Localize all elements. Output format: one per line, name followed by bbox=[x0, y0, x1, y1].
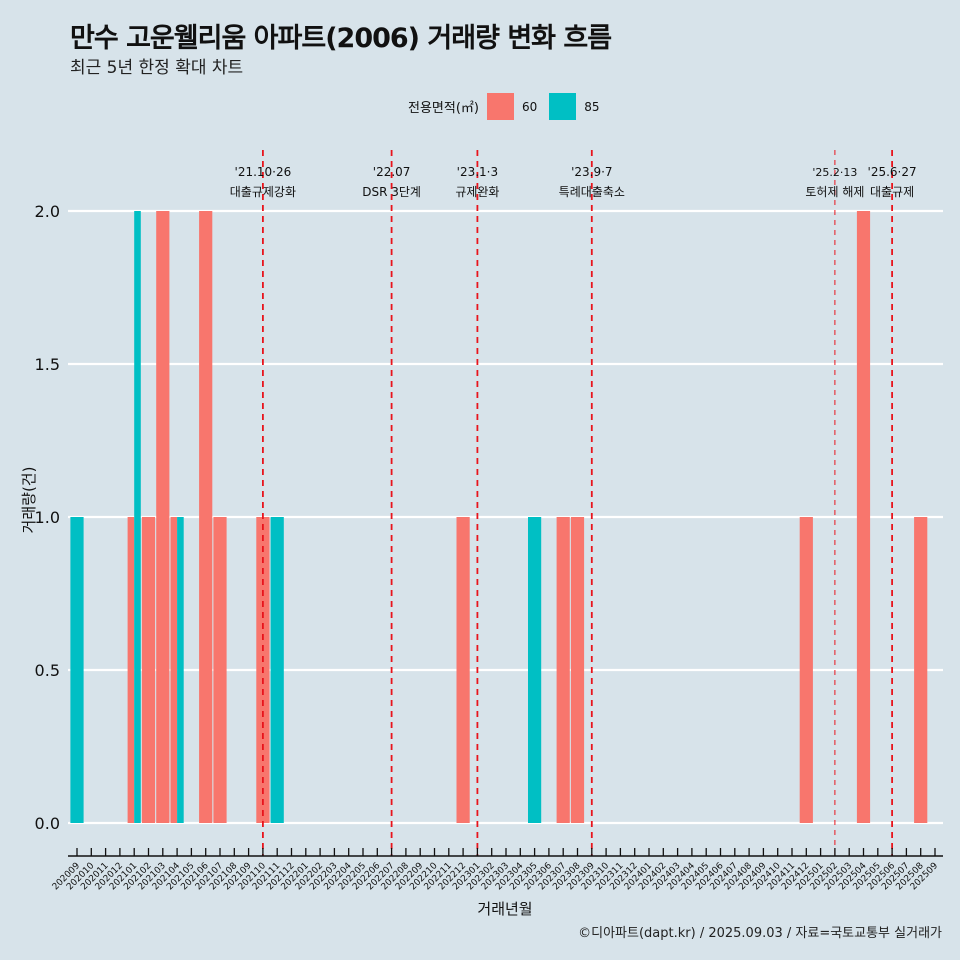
bar-85-202101 bbox=[134, 211, 141, 823]
annotation-label: 대출규제강화 bbox=[230, 185, 296, 199]
chart-title: 만수 고운웰리움 아파트(2006) 거래량 변화 흐름 bbox=[70, 23, 612, 54]
bar-60-202101 bbox=[127, 517, 135, 823]
bar-60-202107 bbox=[213, 517, 227, 823]
annotation-date: '21.10·26 bbox=[235, 165, 292, 179]
annotation-label: DSR 3단계 bbox=[362, 185, 421, 199]
legend-label-60: 60 bbox=[521, 99, 538, 114]
bar-60-202103 bbox=[156, 211, 170, 823]
bar-60-202104 bbox=[170, 517, 178, 823]
bar-85-202104 bbox=[177, 517, 184, 823]
bar-60-202212 bbox=[456, 517, 470, 823]
source-credit: ©디아파트(dapt.kr) / 2025.09.03 / 자료=국토교통부 실… bbox=[578, 926, 942, 941]
annotation-label: 토허제 해제 bbox=[805, 185, 864, 199]
bar-85-202111 bbox=[270, 517, 284, 823]
y-tick-label: 0.5 bbox=[35, 661, 60, 680]
chart-subtitle: 최근 5년 한정 확대 차트 bbox=[70, 58, 244, 78]
annotation-label: 규제완화 bbox=[455, 185, 499, 199]
y-axis-title: 거래량(건) bbox=[20, 467, 38, 534]
bar-60-202308 bbox=[570, 517, 585, 823]
bar-85-202009 bbox=[70, 517, 84, 823]
annotation-date: '23.9·7 bbox=[571, 165, 612, 179]
y-tick-label: 0.0 bbox=[35, 814, 60, 833]
x-axis-title: 거래년월 bbox=[477, 900, 532, 918]
bar-60-202504 bbox=[856, 211, 871, 823]
y-tick-label: 1.5 bbox=[35, 355, 60, 374]
legend-title: 전용면적(㎡) bbox=[408, 101, 479, 116]
annotation-date: '25.6·27 bbox=[868, 165, 917, 179]
annotation-label: 특례대출축소 bbox=[559, 185, 625, 199]
annotation-date: '23.1·3 bbox=[457, 165, 498, 179]
annotation-date: '25.2·13 bbox=[812, 166, 857, 179]
legend-key-60 bbox=[486, 93, 514, 120]
annotation-date: '22.07 bbox=[373, 165, 411, 179]
bar-85-202305 bbox=[528, 517, 542, 823]
y-tick-label: 2.0 bbox=[35, 202, 60, 221]
bar-60-202106 bbox=[199, 211, 213, 823]
bar-60-202412 bbox=[799, 517, 813, 823]
legend-key-85 bbox=[549, 93, 577, 120]
bar-60-202102 bbox=[141, 517, 156, 823]
bar-60-202307 bbox=[556, 517, 570, 823]
annotation-label: 대출규제 bbox=[870, 185, 914, 199]
bar-60-202508 bbox=[914, 517, 928, 823]
legend-label-85: 85 bbox=[584, 99, 600, 114]
y-tick-label: 1.0 bbox=[35, 508, 60, 527]
legend: 전용면적(㎡) 60 85 bbox=[408, 93, 612, 120]
